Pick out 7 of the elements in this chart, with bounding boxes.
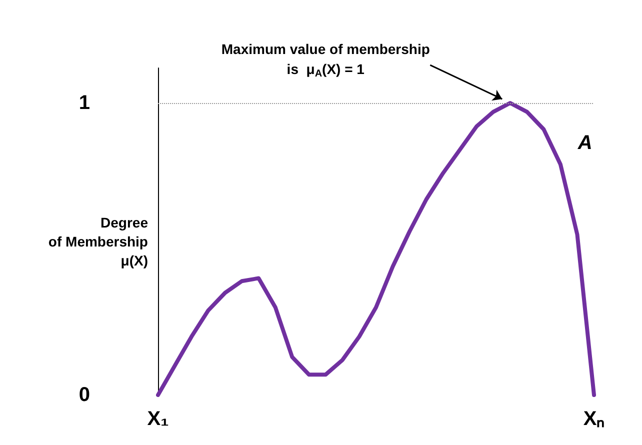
y-axis-title: Degree of Membership μ(X) (48, 214, 148, 268)
line-series (156, 101, 596, 397)
y-tick-label: 0 (78, 384, 90, 406)
x-tick-label: X₁ (147, 408, 169, 430)
series-label: A (576, 132, 592, 154)
x-tick-label: Xₙ (583, 408, 605, 430)
y-tick-label: 1 (78, 92, 90, 114)
